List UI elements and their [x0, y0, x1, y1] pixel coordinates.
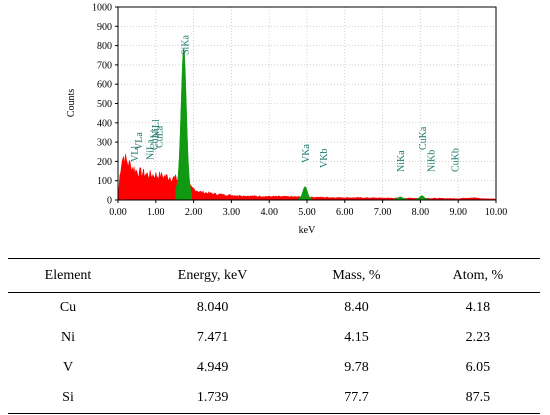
spectrum-layer: [117, 47, 497, 201]
y-tick-label: 400: [97, 118, 112, 129]
x-tick-label: 10.00: [485, 207, 508, 218]
peak-label: NiKb: [427, 150, 438, 172]
x-tick-label: 9.00: [449, 207, 467, 218]
header-atom: Atom, %: [415, 258, 540, 293]
cell-mass: 4.15: [344, 330, 369, 345]
y-tick-label: 800: [97, 41, 112, 52]
peak-ni: [393, 196, 408, 201]
peak-label: CuLl: [149, 129, 160, 150]
x-tick-label: 4.00: [260, 207, 278, 218]
y-axis-label: Counts: [66, 89, 77, 117]
cell-atom: 87.5: [415, 383, 540, 414]
x-tick-label: 2.00: [185, 207, 203, 218]
cell-atom: 4.18: [465, 300, 491, 315]
x-tick-label: 3.00: [223, 207, 241, 218]
y-tick-label: 100: [97, 176, 112, 187]
y-tick-label: 600: [97, 80, 112, 91]
peak-label: NiKa: [396, 150, 407, 172]
cell-energy: 1.739: [128, 383, 298, 414]
table-row: V 4.949 9.78 6.05: [8, 353, 540, 383]
cell-mass: 8.40: [344, 300, 369, 315]
cell-element: V: [62, 360, 74, 375]
table-header: Element Energy, keV Mass, % Atom, %: [8, 258, 540, 293]
cell-element: Cu: [59, 300, 77, 315]
peak-v: [298, 186, 313, 201]
cell-element: Si: [8, 383, 128, 414]
header-element: Element: [8, 258, 128, 293]
x-tick-label: 7.00: [374, 207, 392, 218]
peak-label: NiLa: [146, 139, 157, 160]
cell-mass: 9.78: [344, 360, 369, 375]
cell-atom: 2.23: [465, 330, 491, 345]
composition-table: Element Energy, keV Mass, % Atom, % Cu 8…: [8, 258, 540, 414]
axis-layer: 0 100 200 300 400 500 600 700 800 900 1000 0.00 1.00…: [92, 3, 507, 219]
x-axis-label: keV: [299, 225, 316, 236]
cell-atom: 6.05: [465, 360, 491, 375]
y-tick-label: 0: [107, 196, 112, 207]
cell-mass: 77.7: [297, 383, 416, 414]
cell-energy: 4.949: [196, 360, 229, 375]
peak-label: CuLa: [155, 125, 166, 148]
x-tick-label: 6.00: [336, 207, 354, 218]
table-row: Ni 7.471 4.15 2.23: [8, 323, 540, 353]
peak-label: VKa: [301, 144, 312, 163]
table-row: Cu 8.040 8.40 4.18: [8, 293, 540, 324]
peak-cu: [414, 195, 429, 201]
cell-energy: 7.471: [196, 330, 229, 345]
table-row: Si 1.739 77.7 87.5: [8, 383, 540, 414]
peak-si: [175, 47, 192, 201]
y-tick-label: 200: [97, 157, 112, 168]
cell-energy: 8.040: [196, 300, 229, 315]
y-tick-label: 900: [97, 22, 112, 33]
header-energy: Energy, keV: [128, 258, 298, 293]
x-tick-label: 8.00: [412, 207, 430, 218]
y-tick-label: 1000: [92, 3, 112, 14]
cell-element: Ni: [61, 330, 75, 345]
x-tick-label: 0.00: [109, 207, 127, 218]
peak-label: CuKa: [418, 126, 429, 150]
y-tick-label: 700: [97, 60, 112, 71]
x-tick-label: 5.00: [298, 207, 316, 218]
peak-label: SiKa: [180, 34, 191, 55]
peak-label: VLl: [130, 146, 141, 162]
header-mass: Mass, %: [297, 258, 416, 293]
peak-label: CuKb: [451, 148, 462, 172]
peak-label: NiLl: [151, 119, 162, 138]
y-tick-label: 500: [97, 99, 112, 110]
peak-label: VLa: [134, 132, 145, 150]
peak-label: VKb: [319, 149, 330, 168]
x-tick-label: 1.00: [147, 207, 165, 218]
y-tick-label: 300: [97, 138, 112, 149]
